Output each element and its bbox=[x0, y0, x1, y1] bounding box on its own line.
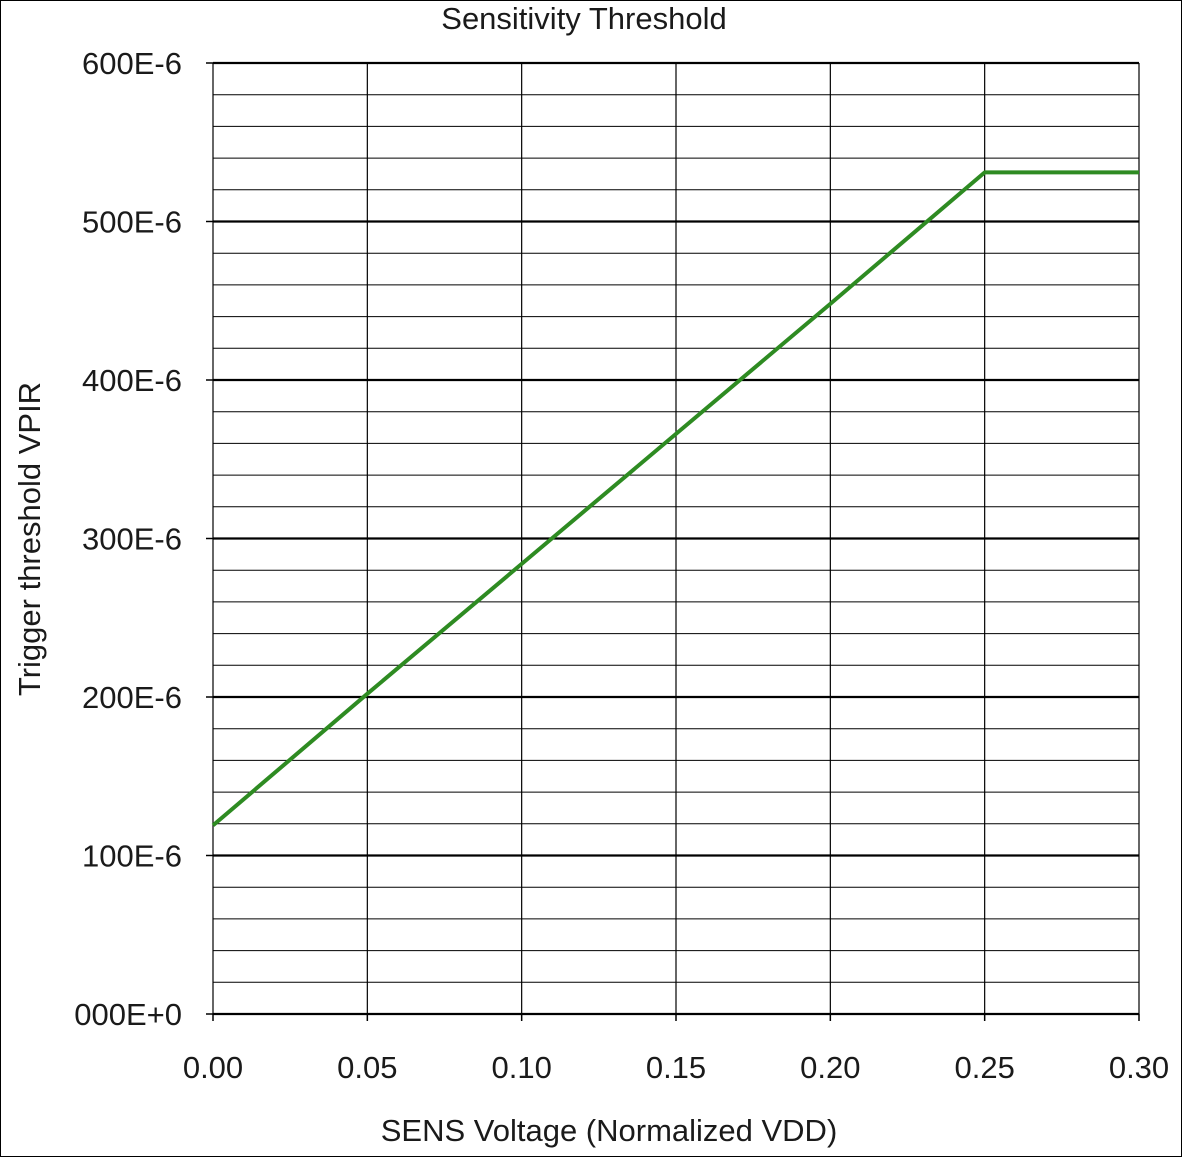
x-tick-label: 0.30 bbox=[1109, 1050, 1169, 1085]
y-tick-label: 400E-6 bbox=[82, 363, 182, 398]
x-axis-label: SENS Voltage (Normalized VDD) bbox=[381, 1113, 838, 1148]
chart-title: Sensitivity Threshold bbox=[441, 1, 726, 36]
x-tick-label: 0.00 bbox=[183, 1050, 243, 1085]
y-axis-label: Trigger threshold VPIR bbox=[12, 382, 47, 696]
x-tick-label: 0.15 bbox=[646, 1050, 706, 1085]
x-tick-label: 0.20 bbox=[800, 1050, 860, 1085]
x-tick-label: 0.10 bbox=[491, 1050, 551, 1085]
y-tick-label: 300E-6 bbox=[82, 522, 182, 557]
y-tick-label: 500E-6 bbox=[82, 205, 182, 240]
y-axis-ticks: 000E+0 100E-6 200E-6 300E-6 400E-6 500E-6 600E… bbox=[74, 46, 213, 1032]
x-tick-label: 0.25 bbox=[954, 1050, 1014, 1085]
y-tick-label: 600E-6 bbox=[82, 46, 182, 81]
x-axis-ticks: 0.00 0.05 0.10 0.15 0.20 0.25 0.30 bbox=[183, 1014, 1169, 1085]
x-tick-label: 0.05 bbox=[337, 1050, 397, 1085]
grid bbox=[213, 63, 1139, 1014]
y-tick-label: 000E+0 bbox=[74, 997, 182, 1032]
y-tick-label: 200E-6 bbox=[82, 680, 182, 715]
y-tick-label: 100E-6 bbox=[82, 839, 182, 874]
